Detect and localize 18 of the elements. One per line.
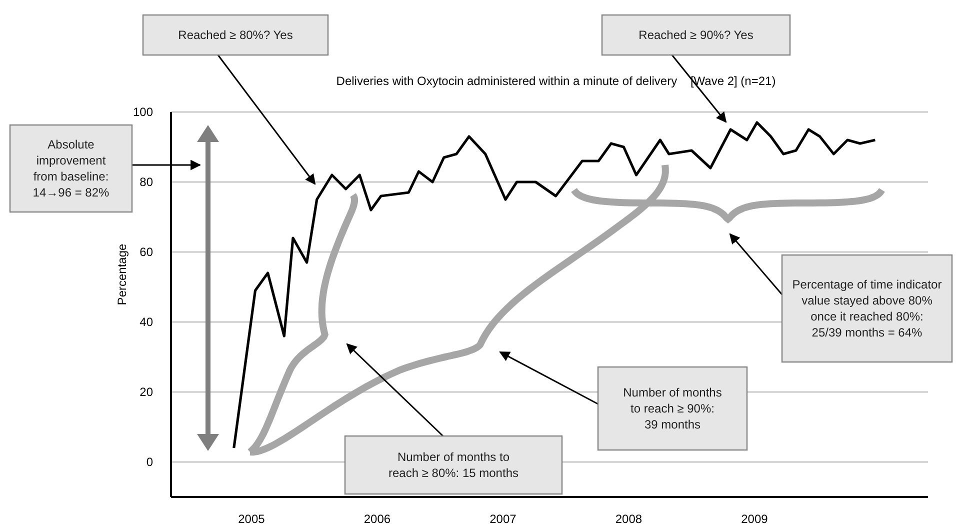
- y-axis-title: Percentage: [115, 243, 129, 306]
- y-tick-label: 60: [140, 245, 154, 259]
- x-tick-label: 2009: [741, 512, 768, 526]
- annotation: Percentage of time indicator value stayed above 80% once it reached 80%: 25/39 months = 64%: [792, 278, 942, 340]
- text: Absolute improvement from baseline: 14→96 = 82%: [32, 138, 110, 200]
- annotation: Number of months to reach ≥ 90%: 39 months: [623, 386, 722, 432]
- annotation: Number of months to reach ≥ 80%: 15 months: [388, 450, 518, 480]
- y-tick-label: 100: [132, 105, 154, 119]
- x-tick-label: 2006: [364, 512, 391, 526]
- x-tick-label: 2008: [615, 512, 642, 526]
- text: Reached ≥ 90%? Yes: [638, 28, 754, 42]
- x-tick-label: 2007: [490, 512, 517, 526]
- text: Reached ≥ 80%? Yes: [178, 28, 293, 42]
- y-tick-label: 20: [140, 385, 154, 399]
- x-tick-label: 2005: [238, 512, 266, 526]
- y-tick-label: 40: [140, 315, 154, 329]
- y-tick-label: 0: [146, 455, 154, 469]
- y-tick-label: 80: [140, 175, 154, 189]
